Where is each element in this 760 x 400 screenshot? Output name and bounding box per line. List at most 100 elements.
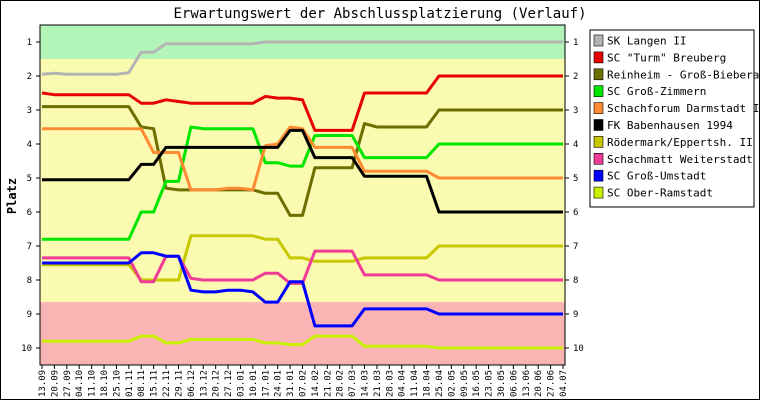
x-tick-label: 09.05 (460, 370, 470, 397)
legend-swatch-4 (593, 102, 604, 114)
x-tick-label: 28.02 (336, 370, 346, 397)
x-tick-label: 02.05 (447, 370, 457, 397)
x-tick-label: 15.11 (150, 370, 160, 397)
legend-swatch-7 (593, 153, 604, 165)
x-tick-label: 20.09 (50, 370, 60, 397)
y-tick-label-right: 7 (573, 242, 578, 252)
legend-label-9: SC Ober-Ramstadt (607, 187, 713, 200)
x-tick-label: 30.05 (497, 370, 507, 397)
y-tick-label-left: 7 (27, 242, 32, 252)
series-line-8 (42, 251, 563, 328)
x-tick-label: 20.12 (212, 370, 222, 397)
y-tick-label-left: 6 (27, 208, 32, 218)
legend-box (589, 29, 755, 208)
y-tick-label-left: 1 (27, 38, 32, 48)
x-tick-label: 27.06 (547, 370, 557, 397)
series-line-1 (41, 74, 563, 132)
series-line-3 (42, 125, 563, 241)
x-tick-label: 25.10 (112, 370, 122, 397)
x-tick-label: 14.03 (361, 370, 371, 397)
x-tick-label: 03.01 (236, 370, 246, 397)
chart-title: Erwartungswert der Abschlussplatzierung … (173, 6, 586, 22)
x-tick-label: 06.12 (187, 370, 197, 397)
y-tick-label-left: 3 (27, 106, 32, 116)
y-tick-label-right: 3 (573, 106, 578, 116)
series-line-2 (42, 105, 563, 217)
x-tick-label: 16.05 (472, 370, 482, 397)
x-tick-label: 04.10 (75, 370, 85, 397)
x-tick-label: 11.10 (88, 370, 98, 397)
x-tick-label: 08.11 (137, 370, 147, 397)
legend-swatch-1 (593, 51, 604, 64)
x-tick-label: 27.12 (224, 370, 234, 397)
legend-swatch-2 (593, 68, 604, 81)
legend-label-1: SC "Turm" Breuberg (607, 51, 726, 64)
y-tick-label-right: 5 (573, 174, 578, 184)
x-tick-label: 11.04 (410, 370, 420, 397)
x-tick-label: 14.02 (311, 370, 321, 397)
x-tick-label: 07.03 (348, 370, 358, 397)
x-tick-label: 04.04 (398, 370, 408, 397)
y-tick-label-right: 1 (573, 38, 578, 48)
series-line-6 (42, 234, 563, 282)
y-tick-label-right: 8 (573, 276, 578, 286)
legend-label-8: SC Groß-Umstadt (607, 170, 706, 183)
legend-swatch-8 (593, 169, 604, 182)
x-tick-label: 20.06 (534, 370, 544, 397)
series-line-0 (41, 40, 563, 76)
x-tick-label: 18.10 (100, 370, 110, 397)
x-tick-label: 23.05 (485, 370, 495, 397)
legend-swatch-5 (593, 119, 604, 131)
y-tick-label-left: 9 (27, 310, 32, 320)
y-tick-label-right: 6 (573, 208, 578, 218)
y-tick-label-left: 2 (27, 72, 32, 82)
y-axis-label: Platz (5, 178, 19, 214)
y-tick-label-left: 10 (21, 344, 32, 354)
legend-label-5: FK Babenhausen 1994 (607, 119, 733, 132)
x-tick-label: 28.03 (385, 370, 395, 397)
x-tick-label: 01.11 (125, 370, 135, 397)
x-tick-label: 13.06 (522, 370, 532, 397)
x-tick-label: 27.09 (63, 370, 73, 397)
legend-swatch-0 (593, 34, 604, 47)
x-tick-label: 04.07 (559, 370, 569, 397)
y-tick-label-right: 4 (573, 140, 578, 150)
y-tick-label-left: 4 (27, 140, 32, 150)
x-tick-label: 31.01 (286, 370, 296, 397)
band-2 (40, 302, 565, 365)
x-tick-label: 21.03 (373, 370, 383, 397)
x-tick-label: 06.06 (509, 370, 519, 397)
legend-label-2: Reinheim - Groß-Bieberau (607, 68, 760, 81)
x-tick-label: 29.11 (174, 370, 184, 397)
x-tick-label: 13.12 (199, 370, 209, 397)
x-tick-label: 10.01 (249, 370, 259, 397)
legend-label-3: SC Groß-Zimmern (607, 85, 706, 98)
series-line-5 (42, 128, 563, 214)
legend-swatch-6 (593, 136, 604, 148)
legend-label-7: Schachmatt Weiterstadt (607, 153, 753, 166)
x-tick-label: 07.02 (299, 370, 309, 397)
y-tick-label-right: 2 (573, 72, 578, 82)
series-line-9 (42, 334, 563, 350)
y-tick-label-right: 9 (573, 310, 578, 320)
series-lines (41, 40, 563, 350)
legend: SK Langen II SC "Turm" Breuberg Reinheim -… (589, 29, 760, 208)
legend-swatch-9 (593, 186, 604, 199)
y-tick-label-left: 8 (27, 276, 32, 286)
x-tick-label: 25.04 (435, 370, 445, 397)
legend-label-0: SK Langen II (607, 35, 686, 48)
y-tick-label-right: 10 (573, 344, 584, 354)
x-tick-label: 18.04 (423, 370, 433, 397)
legend-label-6: Rödermark/Eppertsh. II (607, 136, 753, 149)
x-tick-label: 22.11 (162, 370, 172, 397)
x-tick-label: 13.09 (38, 370, 48, 397)
x-tick-label: 24.01 (274, 370, 284, 397)
x-tick-label: 21.02 (323, 370, 333, 397)
legend-label-4: Schachforum Darmstadt II (607, 102, 760, 115)
legend-swatch-3 (593, 85, 604, 97)
x-tick-label: 17.01 (261, 370, 271, 397)
y-tick-label-left: 5 (27, 174, 32, 184)
series-line-4 (42, 125, 563, 192)
